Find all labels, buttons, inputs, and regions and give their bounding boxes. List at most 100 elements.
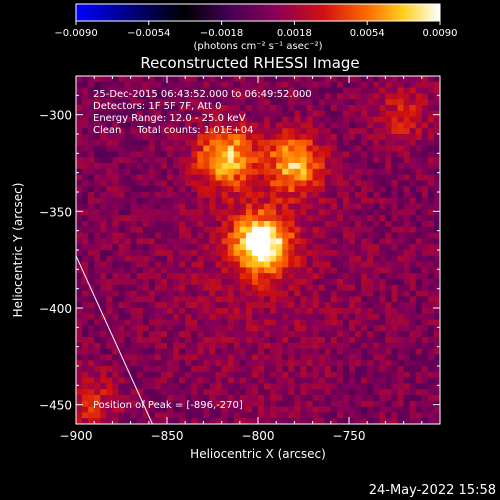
heatmap-cell bbox=[361, 93, 368, 100]
heatmap-cell bbox=[312, 267, 320, 274]
heatmap-cell bbox=[94, 400, 101, 407]
heatmap-cell bbox=[427, 354, 435, 361]
heatmap-cell bbox=[215, 192, 222, 199]
heatmap-cell bbox=[100, 87, 107, 94]
heatmap-cell bbox=[421, 406, 429, 413]
heatmap-cell bbox=[270, 139, 277, 146]
heatmap-cell bbox=[203, 81, 210, 88]
heatmap-cell bbox=[160, 238, 168, 245]
heatmap-cell bbox=[385, 418, 392, 424]
heatmap-cell bbox=[245, 122, 253, 129]
heatmap-cell bbox=[306, 128, 313, 135]
heatmap-cell bbox=[76, 197, 83, 204]
heatmap-cell bbox=[349, 192, 356, 199]
heatmap-cell bbox=[306, 284, 313, 291]
heatmap-cell bbox=[124, 406, 131, 413]
heatmap-cell bbox=[203, 244, 210, 251]
heatmap-cell bbox=[233, 284, 241, 291]
heatmap-cell bbox=[215, 325, 222, 332]
heatmap-cell bbox=[258, 163, 265, 170]
heatmap-cell bbox=[336, 250, 344, 257]
heatmap-cell bbox=[379, 145, 386, 152]
heatmap-cell bbox=[361, 406, 368, 413]
heatmap-cell bbox=[76, 348, 83, 355]
heatmap-cell bbox=[276, 122, 283, 129]
heatmap-cell bbox=[270, 383, 277, 390]
heatmap-cell bbox=[318, 81, 326, 88]
heatmap-cell bbox=[209, 400, 216, 407]
heatmap-cell bbox=[94, 157, 101, 164]
heatmap-cell bbox=[154, 238, 162, 245]
heatmap-cell bbox=[282, 116, 289, 123]
heatmap-cell bbox=[324, 139, 332, 146]
heatmap-cell bbox=[251, 400, 259, 407]
heatmap-cell bbox=[282, 122, 289, 129]
heatmap-cell bbox=[379, 168, 386, 175]
heatmap-cell bbox=[160, 267, 168, 274]
heatmap-cell bbox=[227, 418, 235, 424]
heatmap-cell bbox=[373, 406, 380, 413]
heatmap-cell bbox=[312, 122, 320, 129]
heatmap-cell bbox=[136, 244, 144, 251]
heatmap-cell bbox=[397, 122, 404, 129]
heatmap-cell bbox=[124, 389, 131, 396]
heatmap-cell bbox=[251, 273, 259, 280]
heatmap-cell bbox=[227, 197, 235, 204]
heatmap-cell bbox=[294, 400, 301, 407]
heatmap-cell bbox=[148, 81, 156, 88]
heatmap-cell bbox=[355, 99, 362, 106]
heatmap-cell bbox=[173, 180, 180, 187]
heatmap-cell bbox=[282, 81, 289, 88]
heatmap-cell bbox=[336, 116, 344, 123]
heatmap-cell bbox=[142, 337, 150, 344]
heatmap-cell bbox=[421, 116, 429, 123]
heatmap-cell bbox=[179, 250, 186, 257]
heatmap-cell bbox=[421, 412, 429, 419]
heatmap-cell bbox=[136, 406, 144, 413]
heatmap-cell bbox=[427, 151, 435, 158]
heatmap-cell bbox=[294, 186, 301, 193]
heatmap-cell bbox=[324, 273, 332, 280]
heatmap-cell bbox=[403, 296, 411, 303]
heatmap-cell bbox=[167, 151, 174, 158]
heatmap-cell bbox=[88, 226, 95, 233]
heatmap-cell bbox=[154, 325, 162, 332]
heatmap-cell bbox=[373, 267, 380, 274]
heatmap-cell bbox=[100, 360, 107, 367]
heatmap-cell bbox=[306, 325, 313, 332]
heatmap-cell bbox=[197, 174, 204, 181]
heatmap-cell bbox=[106, 209, 113, 216]
heatmap-cell bbox=[148, 87, 156, 94]
heatmap-cell bbox=[76, 389, 83, 396]
heatmap-cell bbox=[118, 250, 125, 257]
heatmap-cell bbox=[403, 93, 411, 100]
heatmap-cell bbox=[276, 250, 283, 257]
heatmap-cell bbox=[191, 238, 198, 245]
heatmap-cell bbox=[373, 197, 380, 204]
heatmap-cell bbox=[367, 360, 374, 367]
heatmap-cell bbox=[276, 395, 283, 402]
heatmap-cell bbox=[130, 134, 138, 141]
heatmap-cell bbox=[245, 279, 253, 286]
heatmap-cell bbox=[270, 400, 277, 407]
heatmap-cell bbox=[100, 192, 107, 199]
heatmap-cell bbox=[142, 267, 150, 274]
heatmap-cell bbox=[94, 261, 101, 268]
heatmap-cell bbox=[385, 360, 392, 367]
heatmap-cell bbox=[118, 110, 125, 117]
heatmap-cell bbox=[88, 331, 95, 338]
heatmap-cell bbox=[276, 273, 283, 280]
heatmap-cell bbox=[76, 221, 83, 228]
heatmap-cell bbox=[227, 261, 235, 268]
heatmap-cell bbox=[215, 400, 222, 407]
heatmap-cell bbox=[76, 360, 83, 367]
heatmap-cell bbox=[397, 400, 404, 407]
heatmap-cell bbox=[148, 313, 156, 320]
heatmap-cell bbox=[191, 157, 198, 164]
heatmap-cell bbox=[276, 197, 283, 204]
heatmap-cell bbox=[100, 209, 107, 216]
heatmap-cell bbox=[306, 87, 313, 94]
heatmap-cell bbox=[264, 273, 271, 280]
heatmap-cell bbox=[76, 313, 83, 320]
heatmap-cell bbox=[385, 174, 392, 181]
